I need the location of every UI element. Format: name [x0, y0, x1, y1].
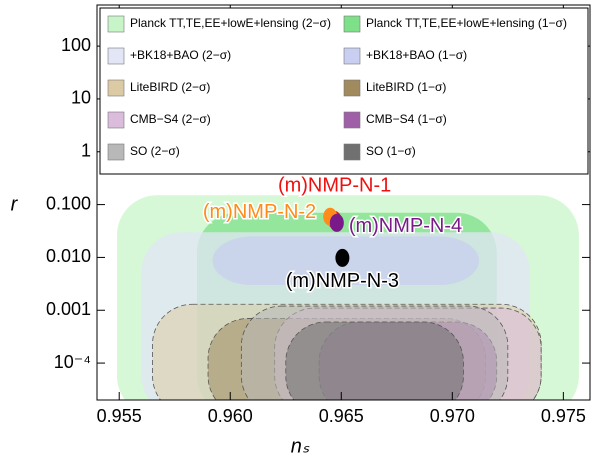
legend-label: Planck TT,TE,EE+lowE+lensing (1−σ)	[366, 16, 567, 30]
confidence-region	[285, 321, 464, 400]
y-tick-label: 1	[81, 141, 91, 161]
y-tick-label: 0.100	[46, 193, 91, 213]
legend-swatch	[107, 15, 125, 33]
legend-swatch	[107, 79, 125, 97]
legend-swatch	[343, 15, 361, 33]
legend-label: SO (2−σ)	[130, 144, 180, 158]
legend-label: SO (1−σ)	[366, 144, 416, 158]
legend-label: +BK18+BAO (1−σ)	[366, 48, 467, 62]
point-label: (m)NMP-N-4	[349, 215, 462, 237]
point	[335, 248, 350, 267]
y-tick-label: 10⁻⁴	[54, 352, 91, 372]
legend-label: LiteBIRD (2−σ)	[130, 80, 210, 94]
legend-label: LiteBIRD (1−σ)	[366, 80, 446, 94]
legend-swatch	[343, 143, 361, 161]
point-label: (m)NMP-N-3	[286, 270, 399, 292]
point-label: (m)NMP-N-2	[203, 201, 316, 223]
x-tick-label: 0.975	[541, 406, 586, 426]
legend-swatch	[107, 143, 125, 161]
legend-label: Planck TT,TE,EE+lowE+lensing (2−σ)	[130, 16, 331, 30]
y-tick-label: 100	[61, 35, 91, 55]
x-axis-label: nₛ	[291, 435, 310, 457]
x-tick-label: 0.965	[319, 406, 364, 426]
point	[329, 213, 344, 232]
plot-frame	[96, 4, 591, 401]
legend-swatch	[343, 111, 361, 129]
legend-label: +BK18+BAO (2−σ)	[130, 48, 231, 62]
y-tick-label: 0.010	[46, 246, 91, 266]
legend-swatch	[107, 111, 125, 129]
legend-swatch	[107, 47, 125, 65]
legend-swatch	[343, 47, 361, 65]
x-tick-label: 0.960	[208, 406, 253, 426]
x-tick-label: 0.970	[430, 406, 475, 426]
y-tick-label: 10	[71, 88, 91, 108]
x-tick-label: 0.955	[97, 406, 142, 426]
y-axis-label: r	[11, 193, 19, 215]
y-tick-label: 0.001	[46, 299, 91, 319]
legend-label: CMB−S4 (1−σ)	[366, 112, 447, 126]
point-label: (m)NMP-N-1	[278, 174, 391, 196]
legend-label: CMB−S4 (2−σ)	[130, 112, 211, 126]
legend-swatch	[343, 79, 361, 97]
